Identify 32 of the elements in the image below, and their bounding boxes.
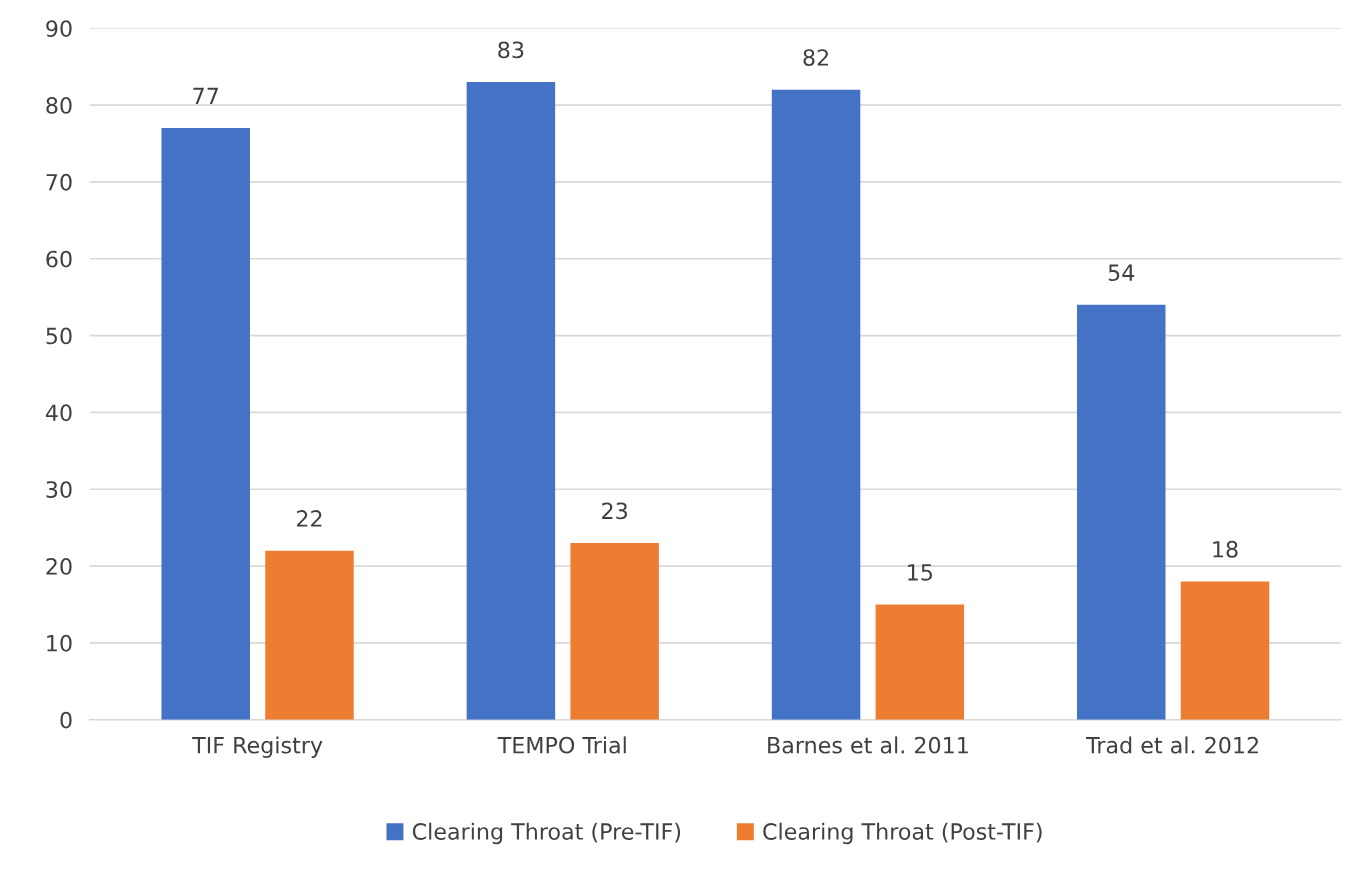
bar — [466, 82, 556, 720]
y-tick-label: 10 — [47, 634, 72, 652]
data-label: 77 — [193, 87, 218, 105]
data-label: 22 — [296, 510, 322, 527]
y-tick-label: 70 — [46, 173, 72, 191]
x-tick-label: Barnes et al. 2011 — [768, 736, 968, 754]
data-label: 54 — [1108, 264, 1135, 282]
bar — [570, 543, 659, 720]
bar — [1076, 304, 1166, 720]
bar — [875, 604, 965, 720]
y-tick-label: 0 — [60, 711, 72, 729]
data-label: 83 — [498, 41, 524, 59]
data-label: 23 — [602, 502, 628, 520]
y-tick-label: 80 — [46, 97, 72, 114]
data-label: 18 — [1213, 540, 1238, 558]
y-tick-label: 40 — [45, 404, 72, 422]
bar — [1180, 581, 1270, 720]
x-tick-label: TIF Registry — [192, 736, 323, 758]
x-tick-label: TEMPO Trial — [497, 736, 626, 754]
x-tick-label: Trad et al. 2012 — [1085, 736, 1258, 754]
legend-label: Clearing Throat (Post-TIF) — [763, 822, 1042, 845]
bar — [161, 128, 250, 720]
y-tick-label: 60 — [46, 250, 72, 268]
bar — [265, 550, 354, 720]
legend-label: Clearing Throat (Pre-TIF) — [412, 822, 681, 845]
data-label: 82 — [803, 49, 828, 66]
data-label: 15 — [908, 564, 933, 581]
bar — [771, 89, 861, 720]
y-tick-label: 50 — [46, 327, 72, 345]
y-tick-label: 30 — [46, 481, 72, 498]
y-tick-label: 20 — [46, 558, 72, 575]
y-tick-label: 90 — [46, 20, 72, 37]
